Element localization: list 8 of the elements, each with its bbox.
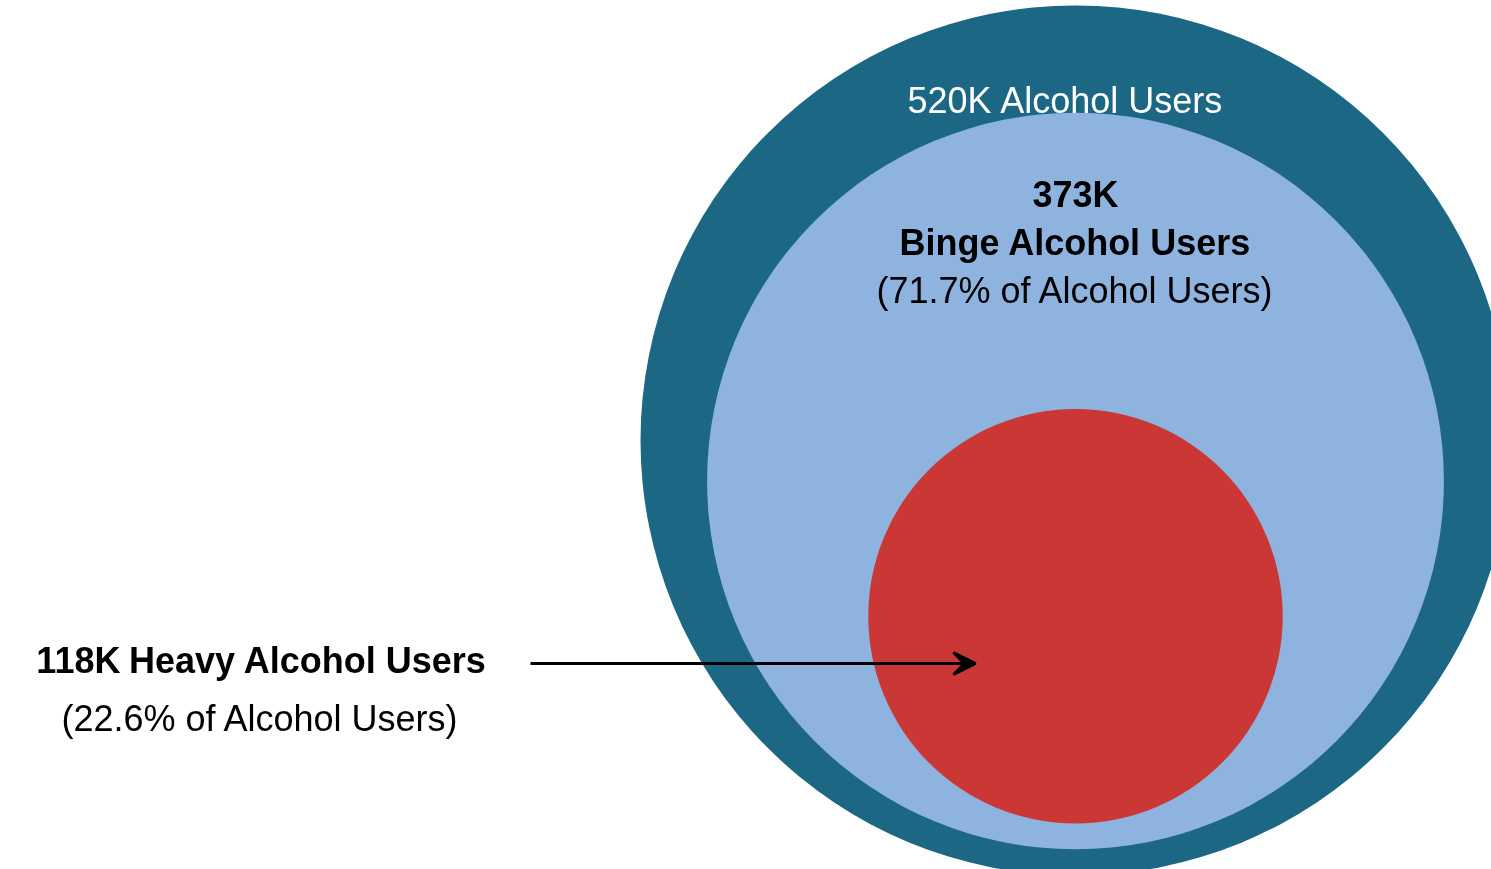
- category-label: Heavy Alcohol Users: [128, 640, 486, 681]
- data-label: 118K: [36, 640, 121, 681]
- category-label: Binge Alcohol Users: [899, 222, 1251, 264]
- text: (71.7% of Alcohol Users): [876, 270, 1273, 312]
- text: (22.6% of Alcohol Users): [61, 698, 458, 739]
- data-label: 373K: [1032, 174, 1119, 216]
- data-label: 520K: [907, 80, 992, 121]
- category-label: Alcohol Users: [1000, 80, 1223, 121]
